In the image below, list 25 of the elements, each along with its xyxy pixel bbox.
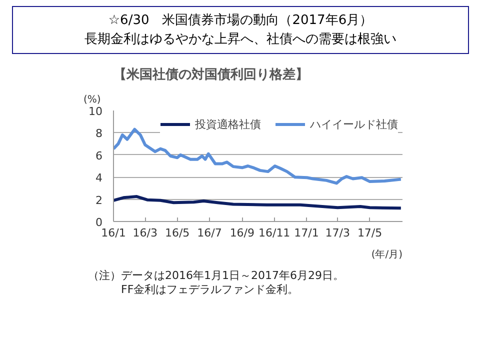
line-series [114,195,402,210]
y-tick-label: 10 [88,105,103,118]
x-tick-label: 16/7 [197,226,222,240]
y-tick-label: 0 [96,216,102,229]
legend-label: ハイイールド社債 [310,116,398,132]
y-tick-label: 4 [96,172,102,185]
x-tick-label: 17/5 [357,226,382,240]
y-tick-label: 6 [96,149,102,162]
chart-subtitle: 長期金利はゆるやかな上昇へ、社債への需要は根強い [84,32,396,47]
x-tick-label: 16/5 [164,226,190,240]
x-tick-label: 17/1 [294,226,319,240]
x-tick-label: 16/11 [258,226,290,240]
x-tick-label: 16/9 [230,226,255,240]
y-tick-label: 2 [96,194,102,207]
x-tick-label: 17/3 [325,226,350,240]
y-tick-label: 8 [96,127,102,140]
chart-title: ☆6/30 米国債券市場の動向（2017年6月） [108,13,373,28]
text: （注）データは2016年1月1日～2017年6月29日。 [88,269,344,282]
text: FF金利はフェデラルファンド金利。 [121,283,299,296]
x-tick-label: 16/1 [101,226,126,240]
legend-label: 投資適格社債 [195,116,261,132]
x-tick-label: 16/3 [132,226,158,240]
x-axis-title: (年/月) [371,248,403,260]
y-axis-title: (%) [84,94,101,106]
text: 【米国社債の対国債利回り格差】 [114,66,308,82]
